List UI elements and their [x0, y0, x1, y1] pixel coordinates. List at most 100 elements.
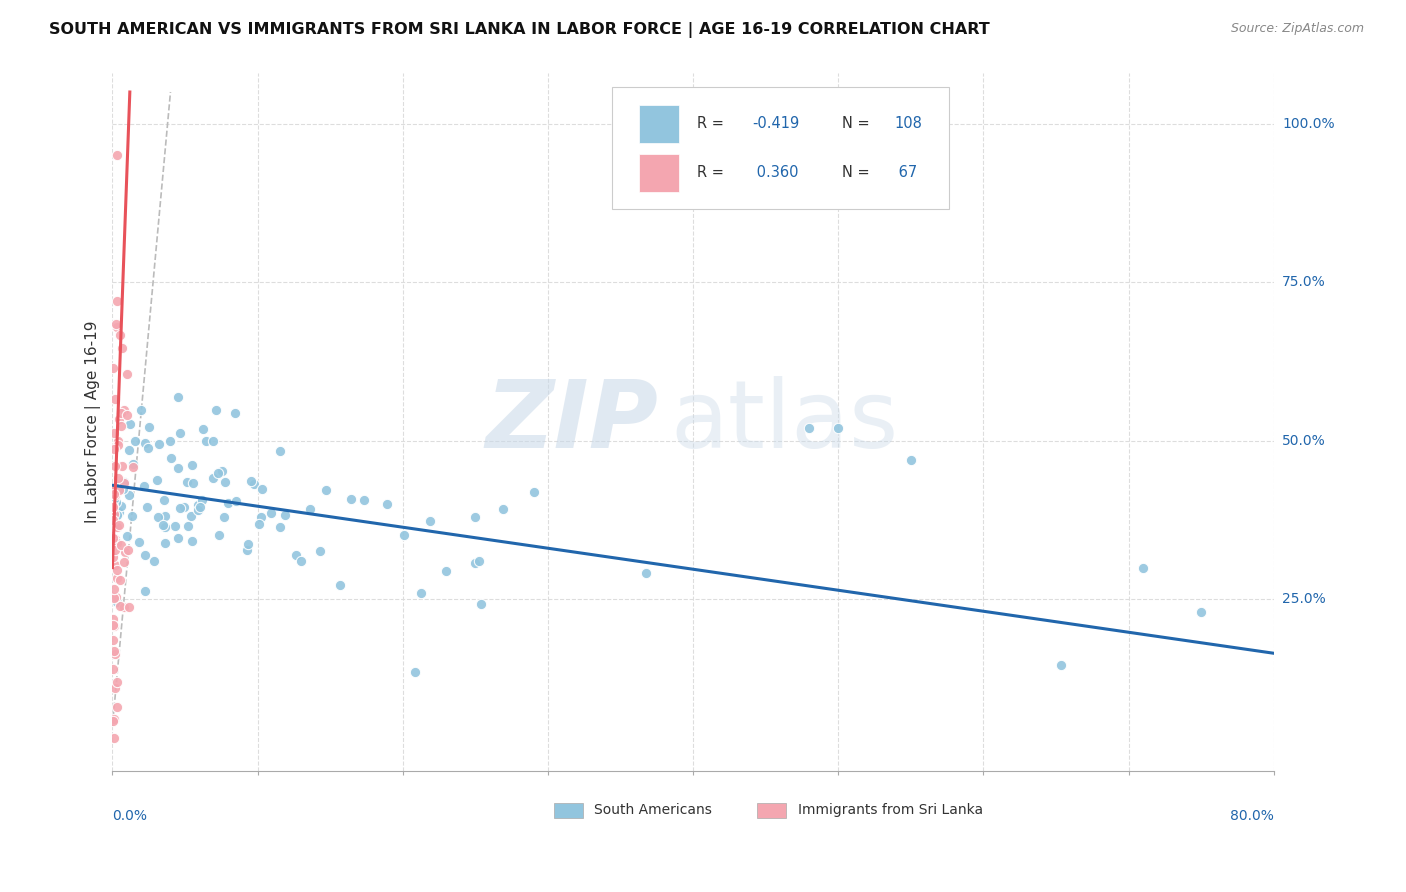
- Point: [104, 392, 127, 406]
- Point: [110, 538, 132, 552]
- Point: [114, 545, 136, 559]
- Point: [107, 483, 129, 498]
- Point: [187, 498, 209, 512]
- Point: [132, 479, 155, 493]
- Point: [1049, 657, 1071, 672]
- Point: [104, 488, 127, 502]
- Point: [101, 531, 124, 545]
- Point: [225, 494, 247, 508]
- Point: [238, 537, 260, 551]
- Point: [187, 503, 209, 517]
- Text: South Americans: South Americans: [595, 804, 713, 817]
- Point: [105, 595, 128, 609]
- Point: [353, 493, 375, 508]
- Point: [104, 495, 127, 509]
- Point: [103, 619, 125, 633]
- Point: [103, 491, 125, 506]
- Point: [247, 516, 270, 531]
- Point: [107, 434, 129, 448]
- Point: [329, 578, 352, 592]
- Text: SOUTH AMERICAN VS IMMIGRANTS FROM SRI LANKA IN LABOR FORCE | AGE 16-19 CORRELATI: SOUTH AMERICAN VS IMMIGRANTS FROM SRI LA…: [49, 22, 990, 38]
- Point: [105, 700, 128, 714]
- Point: [108, 411, 131, 425]
- Point: [146, 473, 169, 487]
- Point: [165, 519, 187, 533]
- Point: [169, 501, 191, 516]
- Point: [105, 674, 128, 689]
- Point: [181, 475, 204, 490]
- Point: [124, 434, 146, 448]
- Point: [167, 391, 190, 405]
- Text: 0.0%: 0.0%: [112, 809, 148, 823]
- Point: [118, 442, 141, 457]
- Point: [1132, 560, 1154, 574]
- Point: [188, 500, 211, 515]
- Point: [235, 543, 257, 558]
- Text: 100.0%: 100.0%: [1282, 117, 1334, 131]
- Point: [250, 482, 273, 496]
- Point: [155, 509, 177, 524]
- Point: [180, 534, 202, 549]
- Point: [122, 457, 145, 471]
- Point: [409, 586, 432, 600]
- Point: [464, 557, 486, 571]
- Point: [392, 528, 415, 542]
- Text: R =: R =: [696, 165, 728, 180]
- Point: [153, 536, 176, 550]
- Point: [118, 417, 141, 431]
- Point: [117, 529, 139, 543]
- Point: [224, 406, 246, 420]
- Point: [208, 528, 231, 542]
- Point: [103, 612, 125, 626]
- Text: 108: 108: [894, 116, 922, 131]
- Point: [269, 519, 291, 533]
- Point: [799, 421, 821, 435]
- Point: [105, 319, 128, 334]
- Point: [143, 554, 166, 568]
- Point: [315, 483, 337, 497]
- Point: [114, 476, 136, 491]
- Point: [110, 499, 132, 513]
- Point: [107, 438, 129, 452]
- Point: [112, 555, 135, 569]
- Point: [115, 408, 138, 422]
- Text: 50.0%: 50.0%: [1282, 434, 1326, 448]
- Point: [153, 520, 176, 534]
- Point: [201, 434, 224, 448]
- Point: [108, 327, 131, 342]
- Point: [105, 535, 128, 549]
- Point: [104, 542, 127, 557]
- Point: [101, 662, 124, 676]
- Point: [115, 368, 138, 382]
- Point: [112, 475, 135, 489]
- Point: [243, 477, 266, 491]
- Point: [117, 542, 139, 557]
- Point: [105, 508, 128, 522]
- Point: [118, 599, 141, 614]
- Text: 80.0%: 80.0%: [1230, 809, 1274, 823]
- Point: [101, 633, 124, 648]
- Text: Immigrants from Sri Lanka: Immigrants from Sri Lanka: [797, 804, 983, 817]
- Point: [105, 571, 128, 585]
- Point: [290, 554, 312, 568]
- Point: [464, 509, 486, 524]
- Point: [112, 482, 135, 496]
- Bar: [638, 153, 679, 192]
- Point: [128, 535, 150, 549]
- Point: [492, 502, 515, 516]
- Text: 25.0%: 25.0%: [1282, 592, 1326, 607]
- Point: [249, 509, 271, 524]
- Point: [105, 294, 128, 309]
- Point: [138, 441, 160, 455]
- Point: [180, 509, 202, 524]
- Point: [103, 508, 125, 522]
- Point: [827, 421, 849, 435]
- Point: [434, 564, 457, 578]
- Point: [134, 436, 156, 450]
- Point: [177, 518, 200, 533]
- Point: [180, 458, 202, 473]
- Point: [110, 477, 132, 491]
- Point: [134, 548, 156, 562]
- Bar: [554, 803, 582, 818]
- Point: [260, 507, 283, 521]
